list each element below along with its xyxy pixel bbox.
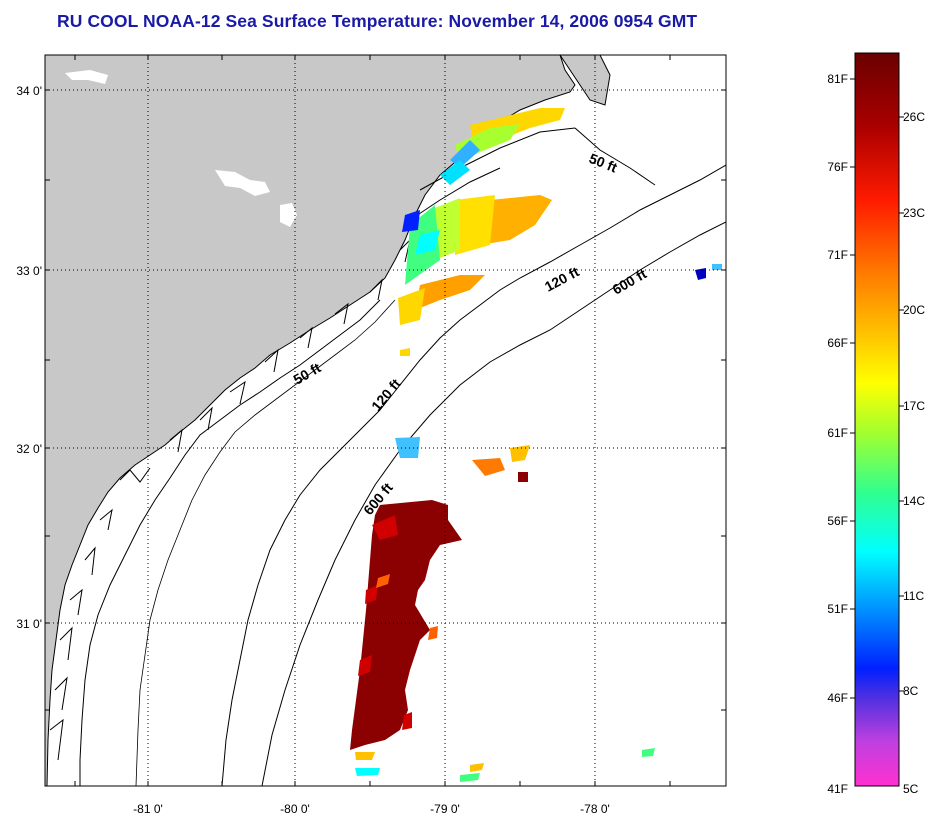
- lon-label: -78 0': [580, 802, 610, 816]
- lat-label: 31 0': [16, 617, 42, 631]
- map-frame: [44, 54, 727, 787]
- lat-label: 34 0': [16, 84, 42, 98]
- lon-label: -79 0': [430, 802, 460, 816]
- celsius-label: 26C: [903, 110, 925, 124]
- map-title: RU COOL NOAA-12 Sea Surface Temperature:…: [57, 11, 698, 31]
- map-area: 50 ft 50 ft 120 ft 120 ft 600 ft 600 ft: [45, 55, 726, 786]
- fahrenheit-label: 41F: [827, 782, 848, 796]
- lake: [65, 70, 108, 84]
- celsius-label: 5C: [903, 782, 919, 796]
- fahrenheit-label: 56F: [827, 514, 848, 528]
- celsius-label: 20C: [903, 303, 925, 317]
- colorbar-ticks: [850, 78, 904, 699]
- fahrenheit-label: 81F: [827, 72, 848, 86]
- color-scale-bar: [854, 52, 900, 787]
- fahrenheit-label: 76F: [827, 160, 848, 174]
- celsius-label: 14C: [903, 494, 925, 508]
- lon-label: -80 0': [280, 802, 310, 816]
- celsius-label: 8C: [903, 684, 919, 698]
- fahrenheit-label: 61F: [827, 426, 848, 440]
- lake: [215, 170, 270, 196]
- celsius-label: 17C: [903, 399, 925, 413]
- celsius-label: 11C: [903, 589, 924, 603]
- fahrenheit-label: 51F: [827, 602, 848, 616]
- fahrenheit-label: 66F: [827, 336, 848, 350]
- sst-data: [350, 108, 722, 782]
- frame-ticks: [45, 55, 726, 786]
- fahrenheit-label: 71F: [827, 248, 848, 262]
- lake: [280, 203, 297, 227]
- lon-label: -81 0': [133, 802, 163, 816]
- celsius-label: 23C: [903, 206, 925, 220]
- lat-label: 33 0': [16, 264, 42, 278]
- lat-label: 32 0': [16, 442, 42, 456]
- graticule: [45, 55, 726, 786]
- fahrenheit-label: 46F: [827, 691, 848, 705]
